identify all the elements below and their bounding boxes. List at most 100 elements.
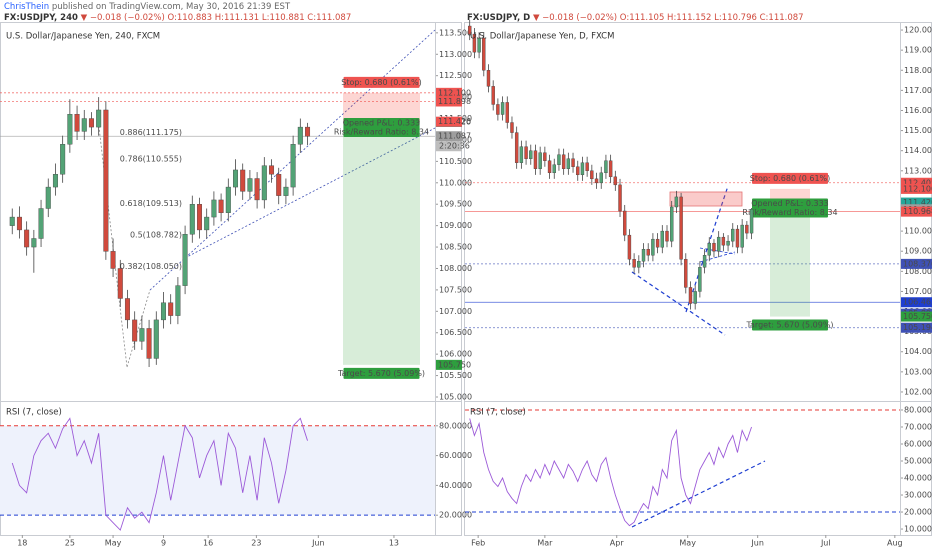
price-tag-label: 105.750 xyxy=(438,360,471,369)
pnl-label: Opened P&L: 0.333 xyxy=(751,199,829,208)
candle-body xyxy=(693,291,697,304)
stop-box xyxy=(343,76,420,88)
candle-body xyxy=(297,126,303,145)
frames xyxy=(0,22,932,536)
y-tick-label: 110.000 xyxy=(439,178,472,187)
author[interactable]: ChrisThein xyxy=(4,2,49,12)
candle-body xyxy=(608,160,613,178)
price-tag-label: 105.750 xyxy=(903,312,932,321)
y-tick-label: 120.000 xyxy=(904,26,932,35)
candle-body xyxy=(283,186,289,196)
candle-body xyxy=(688,287,693,304)
rsi-tick-label: 40.0000 xyxy=(439,481,472,490)
candle-body xyxy=(543,152,547,161)
y-tick-label: 113.000 xyxy=(439,50,472,59)
candle-body xyxy=(160,302,166,321)
price-tag-label: 110.968 xyxy=(903,207,932,216)
price-tag xyxy=(436,131,462,142)
price-tag-label: 106.462 xyxy=(903,298,932,307)
y-tick-label: 119.000 xyxy=(904,46,932,55)
candle-body xyxy=(623,210,627,236)
y-tick-label: 106.000 xyxy=(439,350,472,359)
y-tick-label: 113.500 xyxy=(439,28,472,37)
stop-box xyxy=(752,172,828,184)
price-tag-label: 111.087 xyxy=(438,132,471,141)
candle-body xyxy=(547,160,552,174)
candle-body xyxy=(519,146,524,163)
y-tick-label: 106.500 xyxy=(439,328,472,337)
candle-body xyxy=(514,132,519,163)
candle-body xyxy=(721,236,726,246)
rsi-band xyxy=(0,425,435,516)
candle-body xyxy=(60,144,66,175)
rsi-tick-label: 80.0000 xyxy=(439,421,472,430)
rsi-tick-label: 40.0000 xyxy=(904,474,932,483)
y-tick-label: 109.000 xyxy=(439,221,472,230)
target-label: Target: 5.670 (5.09%) xyxy=(337,369,425,378)
candle-body xyxy=(189,204,195,235)
rsi-tick-label: 60.0000 xyxy=(439,451,472,460)
candle-body xyxy=(529,150,533,159)
price-tag xyxy=(901,311,932,322)
candle-body xyxy=(88,118,94,128)
candle-body xyxy=(276,174,282,196)
y-tick-label: 105.000 xyxy=(439,393,472,402)
candle-body xyxy=(74,114,80,132)
candle-body xyxy=(749,209,754,234)
rsi-tick-label: 30.0000 xyxy=(904,491,932,500)
y-tick-label: 109.500 xyxy=(439,200,472,209)
pnl-box xyxy=(343,117,420,137)
candle-body xyxy=(524,146,528,159)
y-tick-label: 105.500 xyxy=(439,371,472,380)
x-tick-label: Apr xyxy=(610,539,625,548)
symbol: FX:USDJPY, D xyxy=(467,13,530,23)
candle-body xyxy=(146,328,152,359)
candle-body xyxy=(261,165,267,201)
y-tick-label: 102.000 xyxy=(904,387,932,396)
price-tag-label: 111.420 xyxy=(903,198,932,207)
candle-body xyxy=(31,238,37,248)
candle-body xyxy=(618,184,622,212)
fib-label: 0.618(109.513) xyxy=(120,199,182,208)
candle-body xyxy=(9,216,15,226)
fib-label: 0.786(110.555) xyxy=(120,155,182,164)
candle-body xyxy=(96,109,102,128)
stop-zone xyxy=(343,92,420,122)
x-tick-label: 9 xyxy=(161,539,166,548)
header: ChrisThein published on TradingView.com,… xyxy=(4,2,291,12)
candle-body xyxy=(139,328,145,342)
candle-body xyxy=(731,228,735,242)
candle-body xyxy=(110,251,116,269)
y-tick-label: 110.000 xyxy=(904,227,932,236)
fib-label: 0.5(108.782) xyxy=(130,230,182,239)
candle-body xyxy=(632,259,636,268)
fib-label: 0.382(108.050) xyxy=(120,262,182,271)
price-tag-label: 111.426 xyxy=(438,117,471,126)
symbol: FX:USDJPY, 240 xyxy=(4,13,78,23)
candle-body xyxy=(585,162,589,171)
target-label: Target: 5.670 (5.09%) xyxy=(745,321,833,330)
candle-body xyxy=(233,169,239,188)
y-tick-label: 107.500 xyxy=(439,285,472,294)
candle-body xyxy=(117,268,123,299)
candle-body xyxy=(24,229,30,248)
change: ▼ −0.018 (−0.02%) xyxy=(533,13,617,23)
y-tick-label: 115.000 xyxy=(904,126,932,135)
price-tag xyxy=(901,197,932,208)
y-tick-label: 110.500 xyxy=(439,157,472,166)
rsi-tick-label: 10.0000 xyxy=(904,525,932,534)
candle-body xyxy=(712,242,716,252)
rsi-tick-label: 20.0000 xyxy=(904,508,932,517)
price-tag-label: 112.100 xyxy=(903,184,932,193)
stop-label: Stop: 0.680 (0.61%) xyxy=(341,78,422,87)
candle-body xyxy=(533,150,538,169)
candle-body xyxy=(486,70,491,87)
candle-body xyxy=(500,102,505,115)
candle-body xyxy=(491,86,495,105)
channel-line xyxy=(184,127,436,259)
candle-body xyxy=(103,109,109,252)
y-tick-label: 109.000 xyxy=(904,247,932,256)
candle-body xyxy=(740,224,744,248)
candle-body xyxy=(557,154,561,165)
rsi-line xyxy=(11,417,308,531)
